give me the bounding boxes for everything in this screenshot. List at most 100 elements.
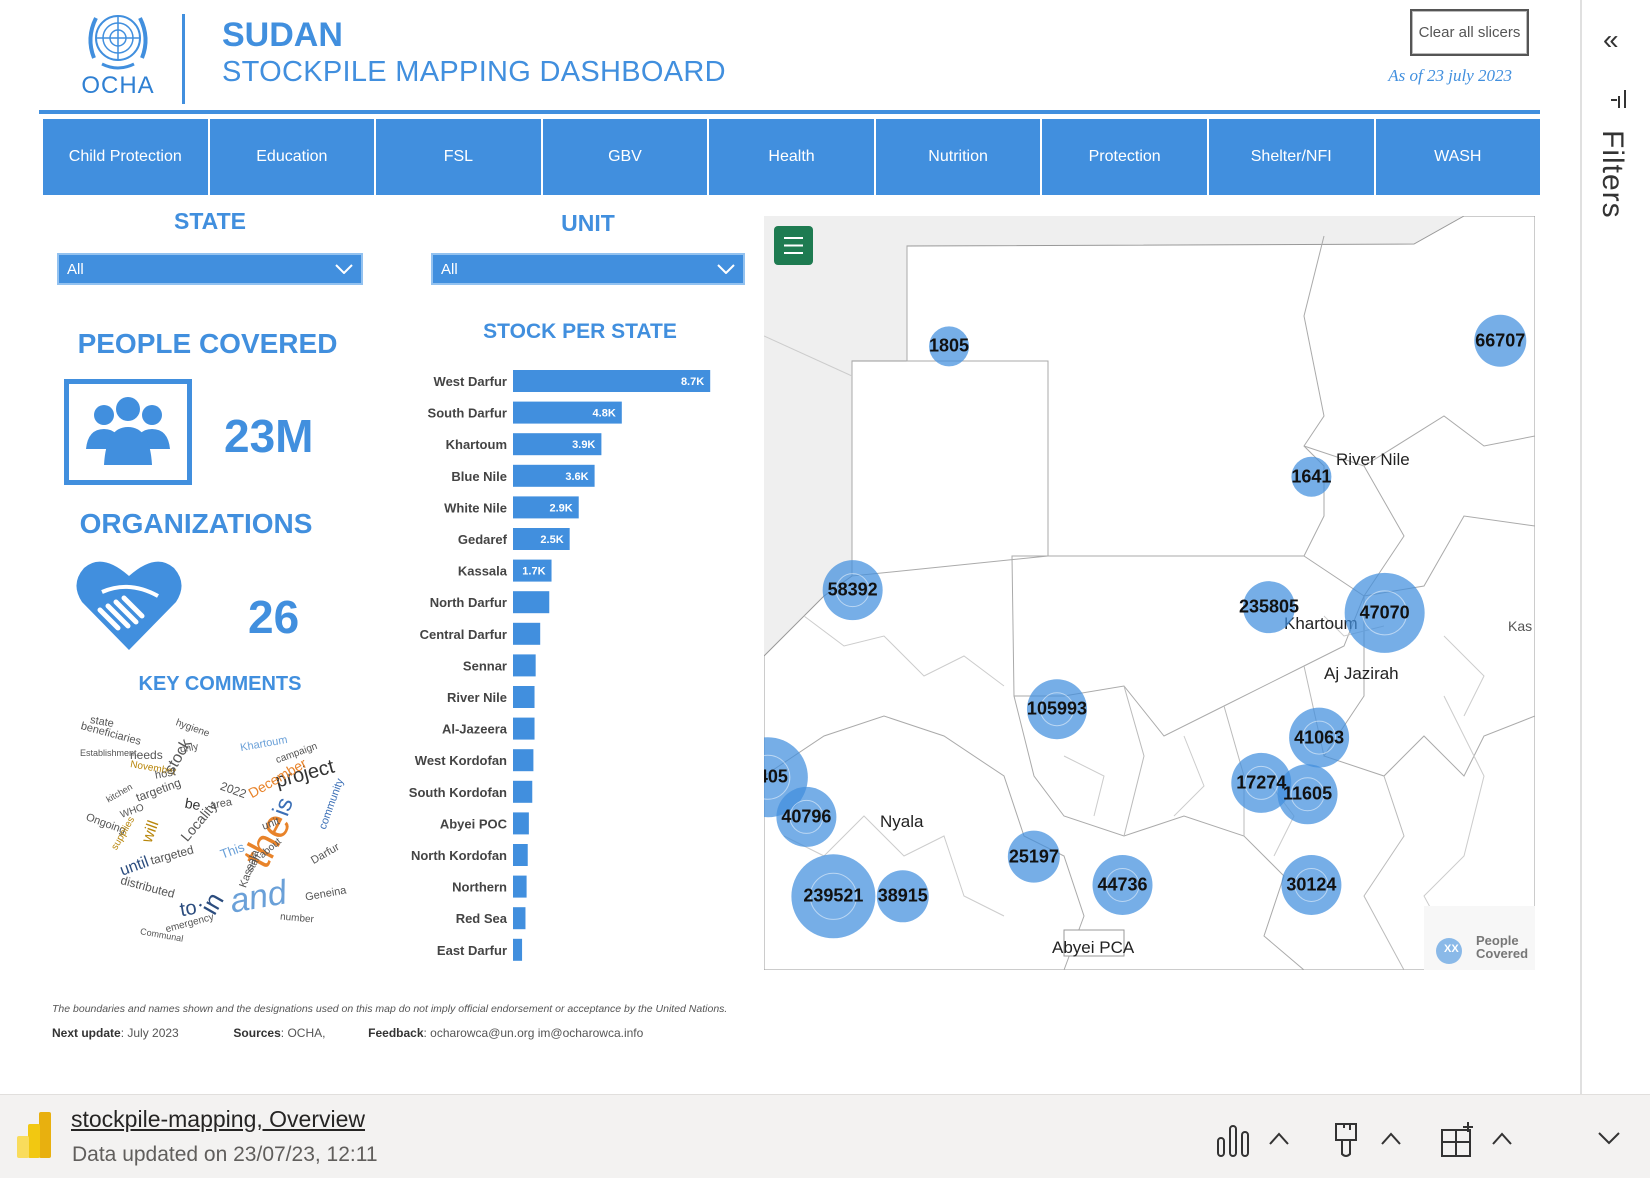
bar-white-nile[interactable]: [513, 496, 579, 519]
bar-gedaref[interactable]: [513, 528, 570, 550]
map-bubble[interactable]: [1231, 752, 1292, 813]
bar-kassala[interactable]: [513, 559, 552, 582]
map-bubble[interactable]: [1092, 854, 1153, 915]
bar-south-darfur[interactable]: [513, 401, 622, 424]
bar-category-label: Central Darfur: [420, 627, 507, 642]
bar-category-label: West Darfur: [434, 374, 507, 389]
map-label-nyala: Nyala: [880, 812, 924, 831]
map-bubble-label: 11605: [1283, 783, 1333, 804]
wordcloud-word: will: [138, 818, 163, 846]
stockpile-map[interactable]: River Nile Khartoum Aj Jazirah Nyala Aby…: [764, 216, 1535, 970]
map-bubble[interactable]: [1026, 679, 1087, 740]
map-bubble-label: 44736: [1097, 874, 1148, 895]
chevron-up-icon[interactable]: [1268, 1130, 1290, 1146]
bar-river-nile[interactable]: [513, 686, 535, 708]
bar-category-label: Blue Nile: [451, 469, 507, 484]
map-bubble[interactable]: [1474, 314, 1527, 367]
tab-fsl[interactable]: FSL: [376, 119, 541, 195]
bar-red-sea[interactable]: [513, 907, 526, 930]
unit-slicer-dropdown[interactable]: All: [431, 253, 745, 285]
bar-south-kordofan[interactable]: [513, 780, 533, 803]
wordcloud-word: be: [183, 794, 202, 814]
map-bubble-label: 105993: [1026, 698, 1088, 719]
chevron-up-icon[interactable]: [1380, 1130, 1402, 1146]
map-bubble[interactable]: [929, 326, 970, 367]
chevron-up-icon[interactable]: [1491, 1130, 1513, 1146]
map-bubble[interactable]: [776, 786, 837, 847]
map-bubble[interactable]: [1281, 854, 1342, 915]
bar-khartoum[interactable]: [513, 433, 602, 456]
data-updated-text: Data updated on 23/07/23, 12:11: [72, 1143, 378, 1166]
tab-nutrition[interactable]: Nutrition: [875, 119, 1041, 195]
bar-data-label: 3.6K: [565, 471, 588, 483]
visualizations-icon[interactable]: [1214, 1120, 1254, 1160]
feedback-value: : ocharowca@un.org im@ocharowca.info: [423, 1026, 644, 1040]
add-visual-icon[interactable]: [1438, 1120, 1478, 1160]
filters-pane-label[interactable]: Filters: [1596, 130, 1629, 219]
bar-northern[interactable]: [513, 875, 527, 898]
collapse-filters-icon[interactable]: «: [1603, 24, 1619, 55]
people-covered-title: PEOPLE COVERED: [77, 328, 338, 359]
report-title-link[interactable]: stockpile-mapping, Overview: [71, 1106, 366, 1132]
wordcloud-word: number: [279, 911, 315, 926]
map-bubble[interactable]: [1344, 572, 1425, 653]
map-bubble-label: 235805: [1238, 596, 1300, 617]
hamburger-icon: [784, 237, 803, 254]
map-bubble-label: 239521: [803, 885, 864, 906]
bar-north-kordofan[interactable]: [513, 844, 528, 866]
format-brush-icon[interactable]: [1326, 1120, 1366, 1160]
map-bubble[interactable]: [822, 560, 883, 621]
footer-info: Next update: July 2023 Sources: OCHA, Fe…: [52, 1026, 643, 1040]
bar-north-darfur[interactable]: [513, 591, 550, 614]
chevron-down-icon: [335, 264, 353, 274]
tab-shelter-nfi[interactable]: Shelter/NFI: [1208, 119, 1374, 195]
state-slicer-title: STATE: [174, 208, 246, 234]
map-bubble[interactable]: [1007, 830, 1060, 883]
next-update-value: : July 2023: [120, 1026, 179, 1040]
map-legend-label: People Covered: [1476, 934, 1528, 960]
tab-gbv[interactable]: GBV: [542, 119, 708, 195]
bar-category-label: South Darfur: [428, 406, 507, 421]
map-label-abyei-pca: Abyei PCA: [1052, 938, 1135, 957]
status-bar: [0, 1094, 1650, 1178]
map-bubble-ring: [1105, 867, 1140, 902]
bar-sennar[interactable]: [513, 654, 536, 677]
clear-all-slicers-button[interactable]: Clear all slicers: [1410, 9, 1529, 56]
wordcloud-word: kitchen: [104, 781, 135, 805]
bar-category-label: Sennar: [463, 658, 507, 673]
bar-category-label: East Darfur: [437, 943, 507, 958]
bar-west-kordofan[interactable]: [513, 749, 534, 772]
map-bubble[interactable]: [1289, 707, 1350, 768]
bar-blue-nile[interactable]: [513, 464, 595, 487]
map-bubble-label: 58392: [827, 579, 878, 600]
state-slicer-dropdown[interactable]: All: [57, 253, 363, 285]
tab-health[interactable]: Health: [709, 119, 874, 195]
bar-al-jazeera[interactable]: [513, 717, 535, 740]
bar-west-darfur[interactable]: [513, 370, 711, 392]
map-bubble[interactable]: [1243, 581, 1296, 634]
map-bubble[interactable]: [1277, 764, 1338, 825]
map-menu-button[interactable]: [774, 226, 813, 265]
bar-category-label: River Nile: [447, 690, 507, 705]
tab-protection[interactable]: Protection: [1042, 119, 1207, 195]
bar-central-darfur[interactable]: [513, 622, 541, 645]
tab-child-protection[interactable]: Child Protection: [43, 119, 208, 195]
state-slicer-value: All: [67, 260, 84, 278]
wordcloud-word: area: [209, 796, 233, 812]
bar-category-label: Kassala: [458, 564, 508, 579]
map-bubble-ring: [1294, 867, 1329, 902]
bar-category-label: Khartoum: [446, 437, 507, 452]
bar-category-label: Red Sea: [456, 911, 508, 926]
tab-wash[interactable]: WASH: [1375, 119, 1541, 195]
bar-category-label: West Kordofan: [415, 753, 507, 768]
bar-east-darfur[interactable]: [513, 938, 523, 961]
map-bubble[interactable]: [876, 870, 929, 923]
tab-education[interactable]: Education: [209, 119, 375, 195]
map-bubble[interactable]: [791, 854, 876, 939]
chevron-down-icon[interactable]: [1597, 1130, 1621, 1146]
bar-abyei-poc[interactable]: [513, 812, 529, 835]
bar-category-label: South Kordofan: [409, 785, 507, 800]
wordcloud-word: Establishment: [80, 748, 137, 758]
map-bubble[interactable]: [1291, 456, 1332, 497]
bar-data-label: 2.9K: [549, 502, 572, 514]
